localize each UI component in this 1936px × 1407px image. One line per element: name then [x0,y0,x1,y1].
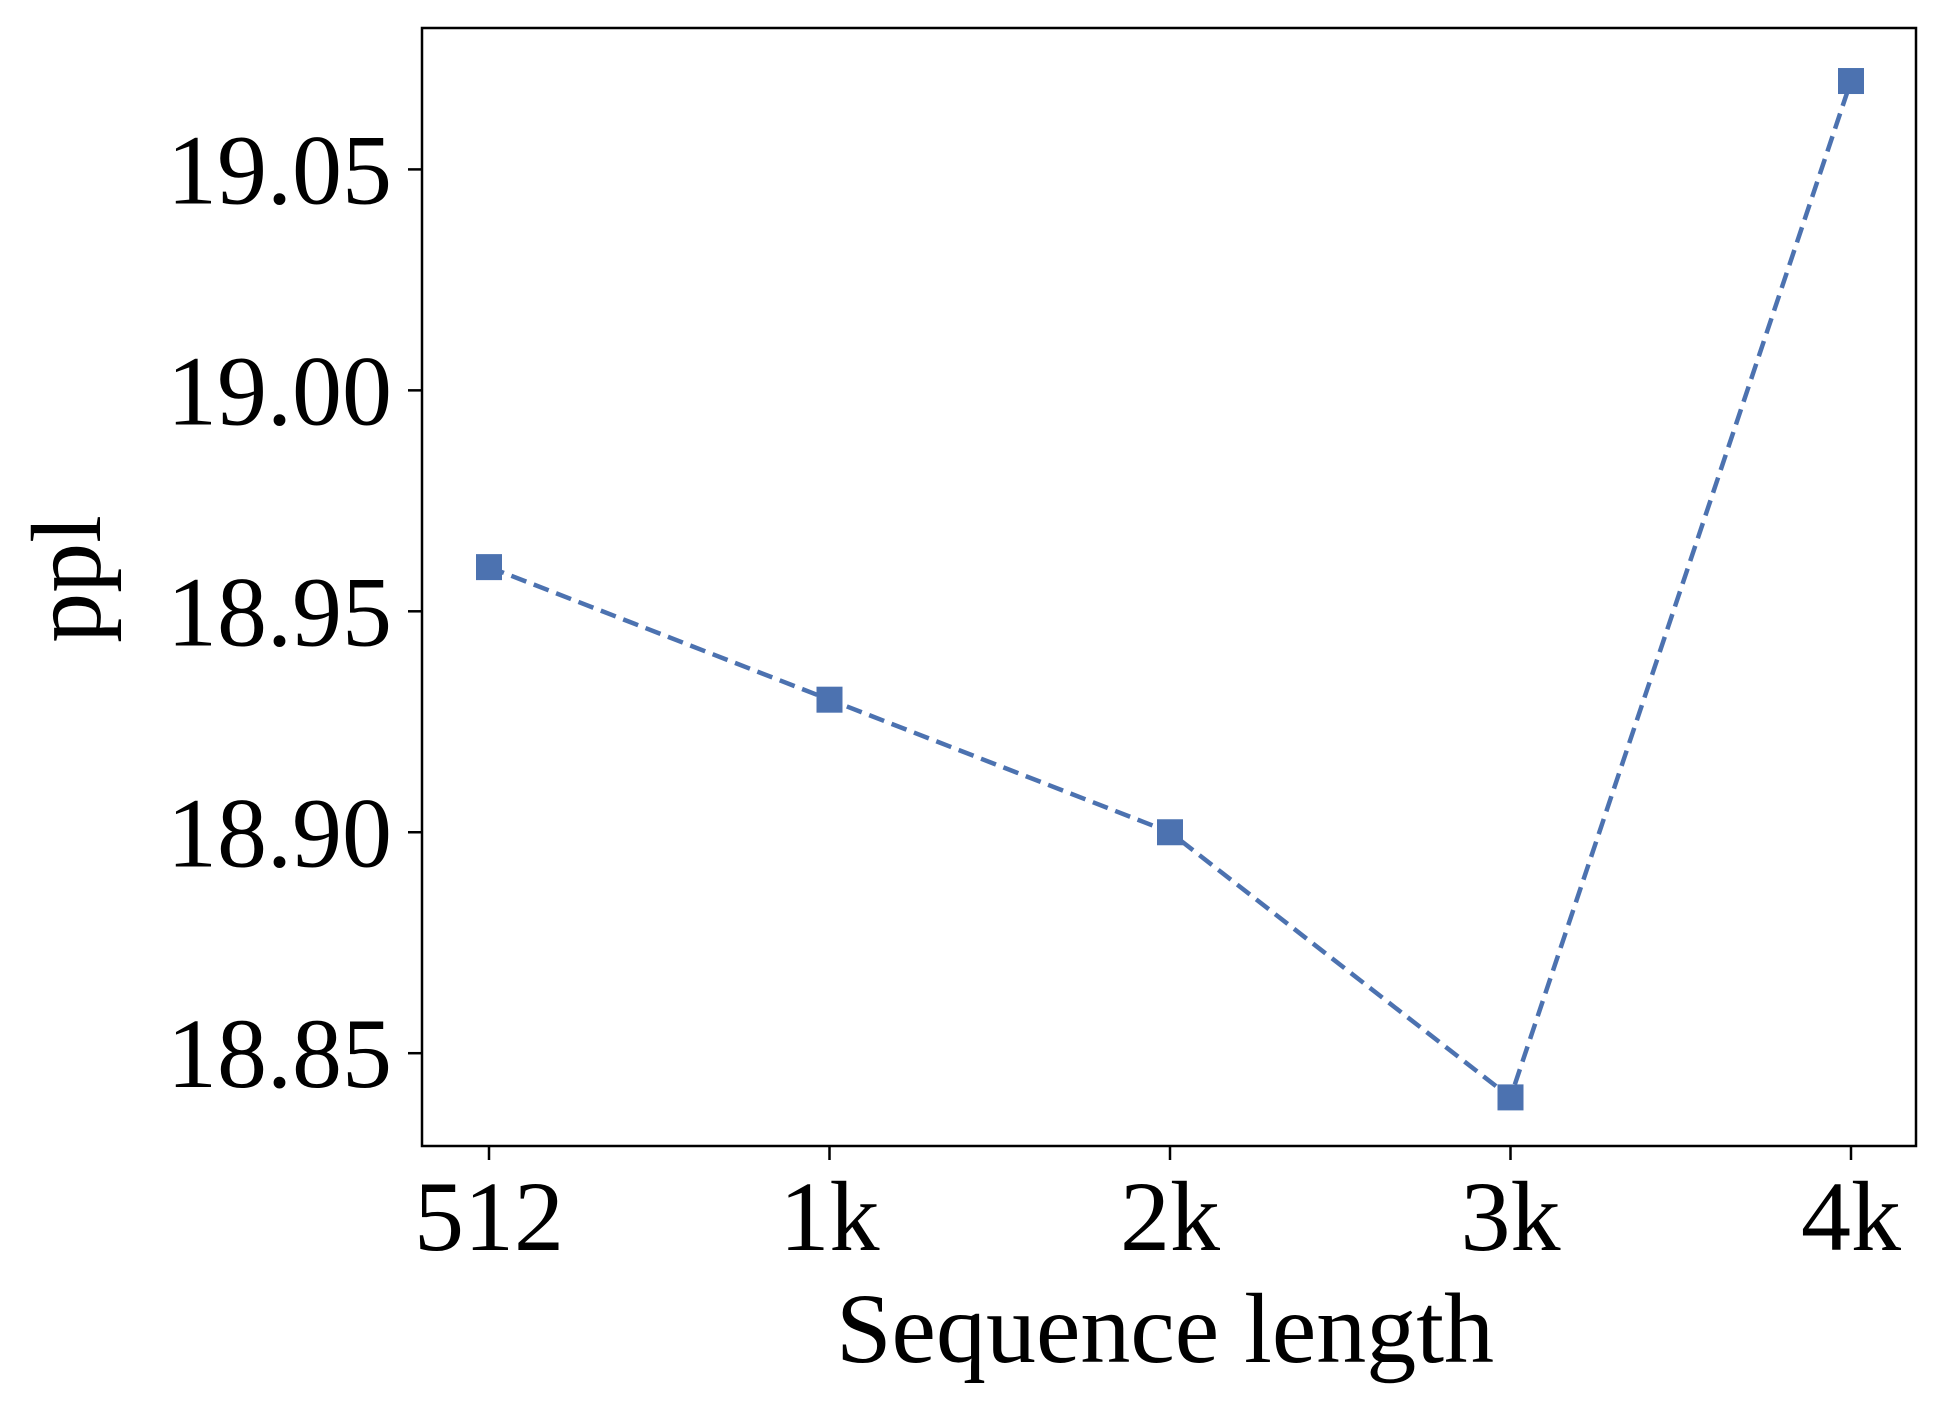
data-point-marker [476,554,502,581]
x-axis-label: Sequence length [836,1273,1494,1384]
data-point-marker [1497,1084,1524,1111]
y-axis-ticks: 18.85 18.90 18.95 19.00 19.05 [167,114,422,1109]
y-tick-label: 18.95 [167,556,392,667]
plot-area-frame [420,26,1918,1148]
data-point-marker [816,686,843,713]
x-axis-ticks: 512 1k 2k 3k 4k [414,1146,1901,1272]
x-tick-label: 2k [1120,1161,1220,1272]
data-point-marker [1157,819,1183,846]
y-tick-label: 18.90 [167,777,392,888]
x-tick-label: 1k [780,1161,880,1272]
series-line [488,80,1854,1102]
y-tick-label: 19.05 [167,114,392,225]
series-layer [476,68,1864,1111]
y-tick-label: 18.85 [167,998,392,1109]
x-tick-label: 4k [1801,1161,1901,1272]
y-tick-label: 19.00 [167,335,392,446]
x-tick-label: 3k [1461,1161,1561,1272]
data-point-marker [1838,68,1864,95]
x-tick-label: 512 [414,1161,564,1272]
y-axis-label: ppl [11,515,122,643]
